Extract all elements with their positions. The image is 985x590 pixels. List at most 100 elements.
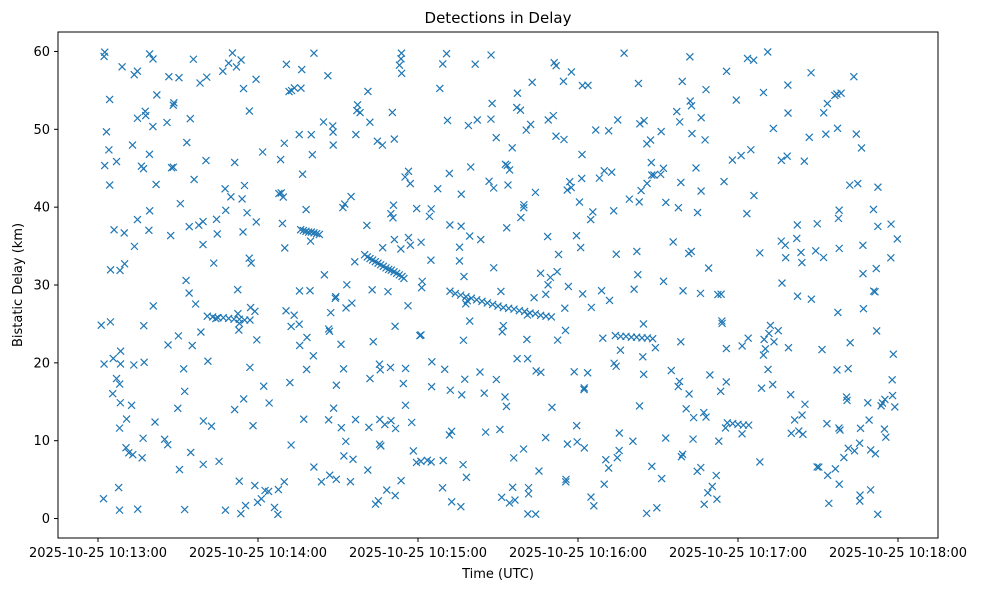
data-point	[145, 206, 154, 215]
data-point	[190, 175, 199, 184]
data-point	[635, 119, 644, 128]
data-point	[389, 213, 397, 222]
data-point	[554, 250, 563, 259]
data-point	[869, 205, 878, 214]
data-point	[675, 117, 684, 126]
data-point	[866, 485, 875, 494]
data-point	[401, 364, 410, 373]
data-point	[302, 365, 311, 374]
data-point	[115, 424, 124, 433]
data-point	[105, 95, 114, 104]
data-point	[265, 399, 274, 407]
data-point	[643, 179, 652, 188]
data-point	[116, 347, 125, 356]
y-tick-label: 40	[33, 201, 50, 216]
data-point	[722, 344, 731, 353]
data-point	[637, 186, 646, 195]
data-point	[572, 421, 581, 430]
data-point	[303, 333, 311, 342]
data-point	[580, 384, 589, 392]
data-point	[440, 365, 449, 374]
data-point	[298, 170, 307, 179]
data-point	[302, 205, 311, 214]
data-point	[164, 72, 173, 81]
data-point	[615, 446, 624, 455]
data-point	[249, 421, 257, 430]
data-point	[677, 452, 686, 461]
data-point	[523, 510, 532, 518]
data-point	[586, 215, 595, 224]
x-tick-label: 2025-10-25 10:13:00	[29, 546, 167, 561]
data-point	[522, 126, 531, 135]
data-point	[347, 299, 356, 308]
data-point	[888, 391, 897, 400]
data-point	[375, 360, 384, 369]
data-point	[852, 130, 861, 138]
data-point	[105, 181, 114, 189]
data-point	[744, 334, 753, 343]
data-point	[167, 163, 176, 172]
data-point	[793, 220, 802, 229]
data-point	[732, 96, 741, 104]
data-point	[640, 116, 649, 125]
data-point	[252, 218, 261, 226]
data-point	[757, 384, 766, 393]
data-point	[610, 359, 619, 368]
data-point	[689, 435, 698, 444]
data-point	[676, 337, 685, 346]
data-point	[179, 364, 188, 373]
data-point	[702, 85, 710, 94]
data-point	[685, 52, 694, 61]
data-point	[881, 433, 890, 442]
data-point	[839, 453, 848, 462]
data-point	[880, 425, 889, 434]
data-point	[575, 198, 584, 206]
data-point	[598, 334, 607, 343]
data-point	[462, 292, 470, 301]
data-point	[446, 386, 455, 395]
y-tick-label: 60	[33, 45, 50, 60]
data-point	[844, 444, 853, 453]
data-point	[823, 99, 832, 108]
data-point	[499, 321, 508, 330]
data-point	[834, 214, 843, 223]
data-point	[196, 328, 205, 336]
data-point	[548, 403, 556, 412]
data-point	[811, 246, 820, 255]
data-point	[699, 408, 708, 417]
data-point	[319, 118, 328, 126]
data-point	[563, 440, 572, 448]
x-tick-label: 2025-10-25 10:18:00	[829, 546, 967, 561]
data-point	[189, 55, 198, 64]
data-point	[137, 162, 146, 171]
data-point	[589, 501, 598, 510]
data-point	[116, 266, 124, 275]
data-point	[858, 241, 867, 250]
data-point	[567, 68, 576, 76]
data-point	[325, 471, 334, 480]
data-point	[391, 424, 400, 433]
data-point	[462, 473, 471, 482]
data-point	[570, 367, 579, 376]
data-point	[299, 226, 308, 235]
data-point	[464, 121, 473, 130]
data-point	[218, 67, 227, 76]
data-point	[351, 130, 360, 139]
data-point	[696, 289, 705, 298]
data-point	[169, 101, 178, 110]
data-point	[295, 130, 304, 139]
data-point	[342, 303, 350, 312]
data-point	[245, 363, 254, 372]
data-point	[386, 363, 395, 372]
data-point	[386, 209, 395, 218]
data-point	[578, 81, 587, 90]
data-point	[519, 203, 528, 212]
data-point	[488, 99, 497, 108]
data-point	[844, 364, 853, 373]
data-point	[307, 130, 316, 139]
data-point	[337, 340, 345, 349]
data-point	[543, 232, 552, 241]
data-point	[112, 157, 121, 166]
data-point	[356, 108, 365, 117]
data-point	[778, 279, 786, 287]
